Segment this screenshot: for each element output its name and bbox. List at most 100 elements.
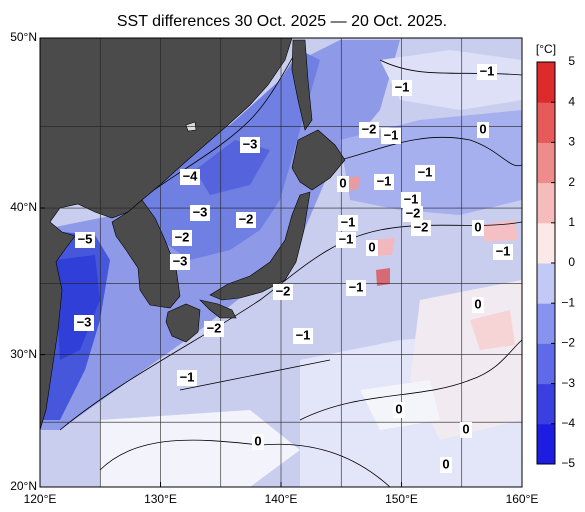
contour-label-bg (236, 212, 256, 228)
colorbar-tick-label: 0 (568, 255, 575, 269)
contour-label: −3 (173, 253, 188, 268)
colorbar-band (537, 383, 555, 425)
lon-tick-label: 130°E (144, 492, 177, 506)
contour-label-bg (240, 137, 260, 153)
colorbar-tick-label: −4 (561, 416, 575, 430)
contour-label: −2 (362, 121, 377, 136)
colorbar-band (537, 343, 555, 385)
contour-label-bg (293, 328, 313, 344)
contour-label-bg (440, 457, 452, 473)
contour-label: 0 (442, 456, 449, 471)
contour-label: 0 (254, 433, 261, 448)
contour-label: −1 (341, 214, 356, 229)
colorbar: [°C] 5 4 3 2 1 0 −1 −2 −3 −4 −5 (536, 42, 575, 470)
contour-label: −1 (296, 327, 311, 342)
contour-label: 0 (474, 219, 481, 234)
contour-label-bg (190, 205, 210, 221)
colorbar-band (537, 263, 555, 304)
contour-label: −3 (243, 136, 258, 151)
contour-label: −3 (77, 314, 92, 329)
lat-tick-label: 30°N (10, 347, 37, 361)
colorbar-tick-label: 3 (568, 135, 575, 149)
contour-label: −1 (480, 63, 495, 78)
colorbar-band (537, 222, 555, 264)
lon-tick-label: 160°E (506, 492, 539, 506)
contour-label-bg (401, 192, 421, 208)
colorbar-band (537, 423, 555, 465)
contour-labels: −1−1−2 −1 0−3−4 −10 −1−1−3 −2 −2−2−1−2−50−10−3… (74, 63, 513, 473)
contour-label-bg (415, 165, 435, 181)
contour-label-bg (493, 244, 513, 260)
contour-label: 0 (395, 401, 402, 416)
contour-label: 0 (474, 296, 481, 311)
contour-label-bg (337, 176, 349, 192)
contour-label-bg (366, 240, 378, 256)
contour-label: 0 (339, 175, 346, 190)
contour-label-bg (393, 402, 405, 418)
colorbar-tick-label: 1 (568, 215, 575, 229)
contour-label: −1 (395, 79, 410, 94)
contour-label-bg (338, 215, 358, 231)
contour-label-bg (472, 297, 484, 313)
colorbar-band (537, 102, 555, 143)
lat-tick-label: 20°N (10, 479, 37, 493)
contour-label-bg (75, 232, 95, 248)
contour-label-bg (180, 169, 200, 185)
lon-tick-label: 150°E (385, 492, 418, 506)
colorbar-tick-label: 2 (568, 175, 575, 189)
lon-tick-label: 120°E (24, 492, 57, 506)
contour-label-bg (177, 370, 197, 386)
contour-label-bg (336, 232, 356, 248)
contour-label-bg (172, 230, 192, 246)
contour-label: −1 (180, 369, 195, 384)
colorbar-tick-label: −5 (561, 456, 575, 470)
contour-label: −2 (207, 320, 222, 335)
map-title: SST differences 30 Oct. 2025 — 20 Oct. 2… (117, 13, 447, 30)
contour-label-bg (477, 64, 497, 80)
contour-label: −1 (339, 231, 354, 246)
contour-label: −3 (193, 204, 208, 219)
land (39, 37, 346, 431)
contour-label: −2 (276, 283, 291, 298)
contour-label: −2 (414, 219, 429, 234)
contour-label: −1 (404, 191, 419, 206)
contour-label: −1 (418, 164, 433, 179)
colorbar-unit: [°C] (536, 42, 556, 56)
contour-label: −1 (377, 173, 392, 188)
contour-label-bg (346, 280, 366, 296)
contour-label: −2 (175, 229, 190, 244)
contour-label: −2 (239, 211, 254, 226)
lat-tick-label: 50°N (10, 30, 37, 44)
contour-label: 0 (462, 421, 469, 436)
contour-label-bg (252, 434, 264, 450)
contour-label: 0 (479, 121, 486, 136)
colorbar-tick-label: −2 (561, 336, 575, 350)
graticule (40, 38, 522, 487)
contour-label-bg (74, 315, 94, 331)
contour-label-bg (381, 128, 401, 144)
contour-label-bg (477, 122, 489, 138)
colorbar-band (537, 62, 555, 103)
contour-label-bg (374, 174, 394, 190)
contour-label-bg (392, 80, 412, 96)
contour-label-bg (472, 220, 484, 236)
colorbar-tick-label: −3 (561, 376, 575, 390)
contour-label: 0 (368, 239, 375, 254)
contour-label-bg (403, 206, 423, 222)
colorbar-band (537, 142, 555, 184)
lon-tick-label: 140°E (265, 492, 298, 506)
colorbar-band (537, 182, 555, 224)
contour-label-bg (204, 321, 224, 337)
contour-label: −5 (78, 231, 93, 246)
lat-tick-label: 40°N (10, 200, 37, 214)
contour-label-bg (273, 284, 293, 300)
contour-label: −1 (384, 127, 399, 142)
colorbar-tick-label: 5 (568, 54, 575, 68)
contour-label-bg (170, 254, 190, 270)
contour-label: −2 (406, 205, 421, 220)
colorbar-tick-label: 4 (568, 94, 575, 108)
contour-label: −1 (349, 279, 364, 294)
contour-label-bg (359, 122, 379, 138)
contour-label: −1 (496, 243, 511, 258)
